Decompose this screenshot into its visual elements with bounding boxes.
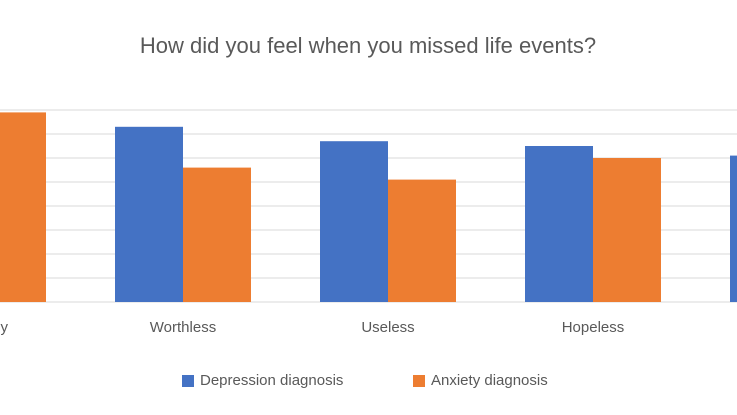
bar	[320, 141, 388, 302]
x-tick-label: y	[1, 319, 9, 336]
bar	[525, 146, 593, 302]
bar	[593, 158, 661, 302]
x-tick-label: Worthless	[150, 319, 216, 336]
bar	[730, 155, 737, 302]
legend-label: Depression diagnosis	[200, 372, 343, 389]
bar	[183, 167, 251, 302]
chart-title: How did you feel when you missed life ev…	[140, 33, 596, 58]
x-tick-label: Hopeless	[562, 319, 625, 336]
legend-swatch	[413, 375, 425, 387]
bar	[115, 126, 183, 302]
legend-label: Anxiety diagnosis	[431, 372, 548, 389]
bar	[0, 112, 46, 303]
legend-swatch	[182, 375, 194, 387]
bar	[388, 179, 456, 302]
x-tick-label: Useless	[361, 319, 414, 336]
